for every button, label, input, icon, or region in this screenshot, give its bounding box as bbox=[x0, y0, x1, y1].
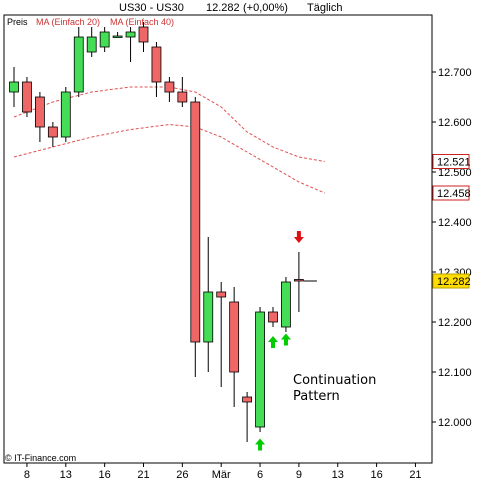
plot-area bbox=[3, 14, 433, 464]
candle-body bbox=[255, 311, 265, 428]
x-tick-label: 13 bbox=[332, 469, 344, 480]
candle bbox=[177, 77, 188, 107]
candle-body bbox=[268, 311, 278, 323]
candle-body bbox=[47, 126, 58, 138]
candle-body bbox=[177, 91, 188, 103]
candle bbox=[138, 22, 149, 52]
candle-body bbox=[60, 91, 71, 138]
candle-body bbox=[281, 281, 291, 328]
signal-arrow-up bbox=[255, 438, 266, 451]
candle-body bbox=[190, 101, 201, 343]
candle-body bbox=[242, 396, 253, 403]
annotation-line2: Pattern bbox=[293, 389, 340, 404]
candle bbox=[281, 277, 291, 332]
y-tick-label: 12.100 bbox=[438, 367, 472, 379]
candle bbox=[229, 287, 240, 407]
signal-arrow-up bbox=[280, 333, 291, 346]
candle-body bbox=[35, 96, 45, 128]
candle bbox=[190, 97, 201, 377]
candle bbox=[268, 307, 278, 327]
y-tick-label: 12.500 bbox=[438, 167, 472, 179]
x-tick-label: 6 bbox=[257, 469, 263, 480]
x-tick-label: 26 bbox=[176, 469, 188, 480]
x-tick-label: 16 bbox=[370, 469, 382, 480]
candle bbox=[112, 32, 123, 38]
candle bbox=[242, 392, 253, 442]
candle-body bbox=[138, 26, 149, 43]
candle bbox=[216, 282, 227, 387]
candle bbox=[164, 77, 175, 102]
legend-ma20: MA (Einfach 20) bbox=[36, 17, 100, 27]
candle-body bbox=[86, 36, 97, 53]
y-tick-label: 12.700 bbox=[438, 67, 472, 79]
x-tick-label: Mär bbox=[212, 469, 231, 480]
candle bbox=[151, 42, 162, 97]
x-tick-label: 9 bbox=[296, 469, 302, 480]
copyright-text: © IT-Finance.com bbox=[5, 453, 76, 463]
price-label-box bbox=[432, 185, 470, 201]
price-label: 12.521 bbox=[432, 154, 471, 169]
candle bbox=[73, 27, 84, 97]
candle bbox=[47, 122, 58, 147]
candle bbox=[22, 77, 32, 117]
x-tick-label: 21 bbox=[137, 469, 149, 480]
y-tick-label: 12.200 bbox=[438, 317, 472, 329]
candle bbox=[293, 252, 304, 312]
price-label-box bbox=[432, 154, 470, 169]
x-tick-label: 8 bbox=[24, 469, 30, 480]
candle-body bbox=[203, 291, 214, 343]
candle bbox=[35, 92, 45, 142]
candle-body bbox=[73, 36, 84, 93]
price-label-text: 12.458 bbox=[437, 188, 471, 200]
candle bbox=[203, 237, 214, 372]
candle-body bbox=[22, 81, 32, 113]
y-tick-label: 12.000 bbox=[438, 417, 472, 429]
candle-body bbox=[216, 291, 227, 298]
legend-ma40: MA (Einfach 40) bbox=[110, 17, 174, 27]
chart-period: Täglich bbox=[307, 2, 342, 14]
chart-change: (+0,00%) bbox=[243, 2, 288, 14]
chart-price: 12.282 bbox=[206, 2, 240, 14]
x-tick-label: 21 bbox=[409, 469, 421, 480]
legend-preis: Preis bbox=[7, 17, 28, 27]
candle-body bbox=[99, 31, 110, 48]
signal-arrow-down bbox=[293, 231, 304, 243]
annotation-line1: Continuation bbox=[293, 373, 376, 388]
candle bbox=[255, 307, 265, 432]
candle bbox=[9, 67, 19, 107]
candle-body bbox=[112, 35, 123, 38]
ma-line-20 bbox=[13, 86, 325, 162]
signal-arrow-up bbox=[268, 336, 278, 348]
price-label-box bbox=[432, 273, 470, 289]
candle-body bbox=[229, 301, 240, 373]
candle bbox=[60, 87, 71, 142]
candle-body bbox=[293, 279, 304, 282]
price-label-text: 12.282 bbox=[437, 276, 471, 288]
candle-body bbox=[125, 31, 136, 38]
y-tick-label: 12.600 bbox=[438, 117, 472, 129]
candle bbox=[86, 27, 97, 57]
ma-line-40 bbox=[13, 123, 325, 194]
candle bbox=[99, 27, 110, 52]
candle-body bbox=[9, 81, 19, 93]
x-tick-label: 13 bbox=[60, 469, 72, 480]
candle-body bbox=[164, 81, 175, 93]
candle-body bbox=[151, 46, 162, 83]
price-label: 12.282 bbox=[432, 273, 471, 289]
price-label: 12.458 bbox=[432, 185, 471, 201]
chart-symbol: US30 - US30 bbox=[119, 2, 184, 14]
y-tick-label: 12.400 bbox=[438, 217, 472, 229]
price-label-text: 12.521 bbox=[437, 157, 471, 169]
candle bbox=[125, 27, 136, 62]
x-tick-label: 16 bbox=[99, 469, 111, 480]
